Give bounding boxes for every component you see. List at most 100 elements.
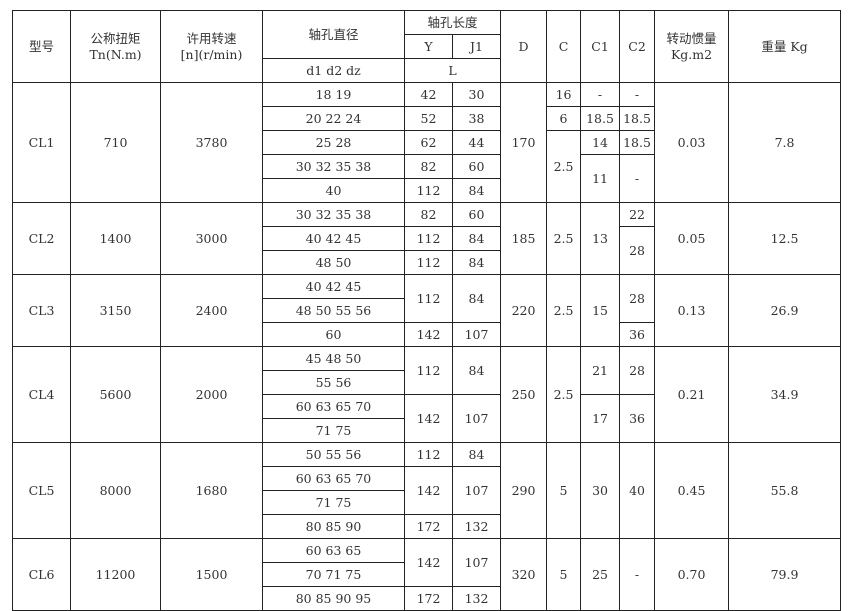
header-line: [n](r/min) <box>180 46 243 62</box>
weight-cell: 34.9 <box>728 346 842 443</box>
coupling-table: 型号 公称扭矩 Tn(N.m) 许用转速 [n](r/min) 轴孔直径 轴孔长度 … <box>12 10 842 611</box>
header-cell: J1 <box>451 34 502 59</box>
c-cell: 5 <box>546 538 582 611</box>
model-cell: CL3 <box>12 274 71 347</box>
c2-cell: 40 <box>619 442 656 539</box>
bore-cell: 45 48 50 <box>262 346 405 371</box>
c2-cell: 18.5 <box>619 130 656 155</box>
bore-cell: 60 63 65 70 <box>262 466 405 491</box>
torque-cell: 710 <box>70 82 161 203</box>
c1-cell: - <box>580 82 621 107</box>
table-row: 60 142 107 36 <box>13 322 841 347</box>
j1-cell: 107 <box>451 538 502 587</box>
header-cell: Y <box>404 34 453 59</box>
j1-cell: 132 <box>451 514 502 539</box>
j1-cell: 38 <box>451 106 502 131</box>
table-row: CL4 5600 2000 45 48 50 112 84 250 2.5 21 28 0.21 34… <box>12 346 842 443</box>
table-row: 48 50 55 56 <box>13 298 841 323</box>
y-cell: 62 <box>404 130 453 155</box>
table-row: CL1 710 3780 18 19 42 30 170 16- -0.03 7.8 <box>12 82 842 203</box>
table-row: 40 42 45 112 84 28 <box>13 226 841 275</box>
header-cell: 公称扭矩 Tn(N.m) <box>70 10 161 83</box>
header-cell: C2 <box>619 10 656 83</box>
j1-cell: 84 <box>451 226 502 251</box>
bore-cell: 40 42 45 <box>262 226 405 251</box>
c-cell: 2.5 <box>546 274 582 347</box>
model-cell: CL4 <box>12 346 71 443</box>
header-line: 许用转速 <box>186 30 237 46</box>
bore-cell: 40 42 45 <box>262 274 405 299</box>
header-cell: 轴孔长度 <box>403 10 502 35</box>
inertia-cell: 0.03 <box>654 82 730 203</box>
header-cell: d1 d2 dz <box>262 58 405 83</box>
y-cell: 112 <box>404 178 453 203</box>
table-row: 71 75 <box>13 418 841 443</box>
speed-cell: 3000 <box>160 202 263 275</box>
table-row: CL3 3150 2400 40 42 45 112 84 220 2.5 15 28 0.13 26… <box>12 274 842 347</box>
y-cell: 172 <box>404 514 453 539</box>
header-cell: 转动惯量 Kg.m2 <box>654 10 730 83</box>
weight-cell: 55.8 <box>728 442 842 539</box>
table-row: 70 71 75 <box>13 562 841 587</box>
torque-cell: 3150 <box>70 274 161 347</box>
c2-cell: - <box>619 82 656 107</box>
header-line: Kg.m2 <box>670 46 713 62</box>
bore-cell: 70 71 75 <box>262 562 405 587</box>
weight-cell: 12.5 <box>728 202 842 275</box>
inertia-cell: 0.13 <box>654 274 730 347</box>
bore-cell: 48 50 <box>262 250 405 275</box>
j1-cell: 84 <box>451 346 502 395</box>
y-cell: 172 <box>404 586 453 611</box>
speed-cell: 3780 <box>160 82 263 203</box>
table-row: 20 22 24 52 38 6 18.5 18.5 <box>13 106 841 131</box>
bore-cell: 30 32 35 38 <box>262 202 405 227</box>
model-cell: CL2 <box>12 202 71 275</box>
c-cell: 6 <box>546 106 582 131</box>
bore-cell: 50 55 56 <box>262 442 405 467</box>
c2-cell: - <box>619 538 656 611</box>
speed-cell: 2000 <box>160 346 263 443</box>
y-cell: 142 <box>404 538 453 587</box>
j1-cell: 44 <box>451 130 502 155</box>
d-cell: 185 <box>500 202 548 275</box>
c1-cell: 15 <box>580 274 621 347</box>
c1-cell: 14 <box>580 130 621 155</box>
j1-cell: 84 <box>451 178 502 203</box>
c-cell: 5 <box>546 442 582 539</box>
d-cell: 320 <box>500 538 548 611</box>
c-cell: 2.5 <box>546 346 582 443</box>
table-row: 80 85 90 95 172 132 <box>13 586 841 611</box>
y-cell: 52 <box>404 106 453 131</box>
table-row: CL2 1400 3000 30 32 35 38 82 60 185 2.5 13 22 0.05… <box>12 202 842 275</box>
c2-cell: 28 <box>619 346 656 395</box>
y-cell: 112 <box>404 250 453 275</box>
j1-cell: 84 <box>451 250 502 275</box>
c1-cell: 18.5 <box>580 106 621 131</box>
c1-cell: 13 <box>580 202 621 275</box>
bore-cell: 60 63 65 70 <box>262 394 405 419</box>
j1-cell: 107 <box>451 322 502 347</box>
table-body: 型号 公称扭矩 Tn(N.m) 许用转速 [n](r/min) 轴孔直径 轴孔长度 … <box>12 10 842 611</box>
bore-cell: 18 19 <box>262 82 405 107</box>
c2-cell: 22 <box>619 202 656 227</box>
header-cell: 重量 Kg <box>728 10 842 83</box>
c-cell: 2.5 <box>546 130 582 203</box>
header-line: 转动惯量 <box>666 30 717 46</box>
header-cell: 型号 <box>12 10 71 83</box>
d-cell: 170 <box>500 82 548 203</box>
j1-cell: 60 <box>451 154 502 179</box>
j1-cell: 30 <box>451 82 502 107</box>
c-cell: 2.5 <box>546 202 582 275</box>
y-cell: 112 <box>404 346 453 395</box>
c2-cell: 28 <box>619 274 656 323</box>
header-cell: L <box>403 58 502 83</box>
model-cell: CL6 <box>12 538 71 611</box>
inertia-cell: 0.21 <box>654 346 730 443</box>
inertia-cell: 0.05 <box>654 202 730 275</box>
table-row: CL5 8000 1680 50 55 56 112 84 290 5 30 40 0.45 55.8 <box>12 442 842 539</box>
table-row: 40 112 84 <box>13 178 841 203</box>
y-cell: 82 <box>404 154 453 179</box>
y-cell: 142 <box>404 322 453 347</box>
header-cell: C1 <box>580 10 621 83</box>
